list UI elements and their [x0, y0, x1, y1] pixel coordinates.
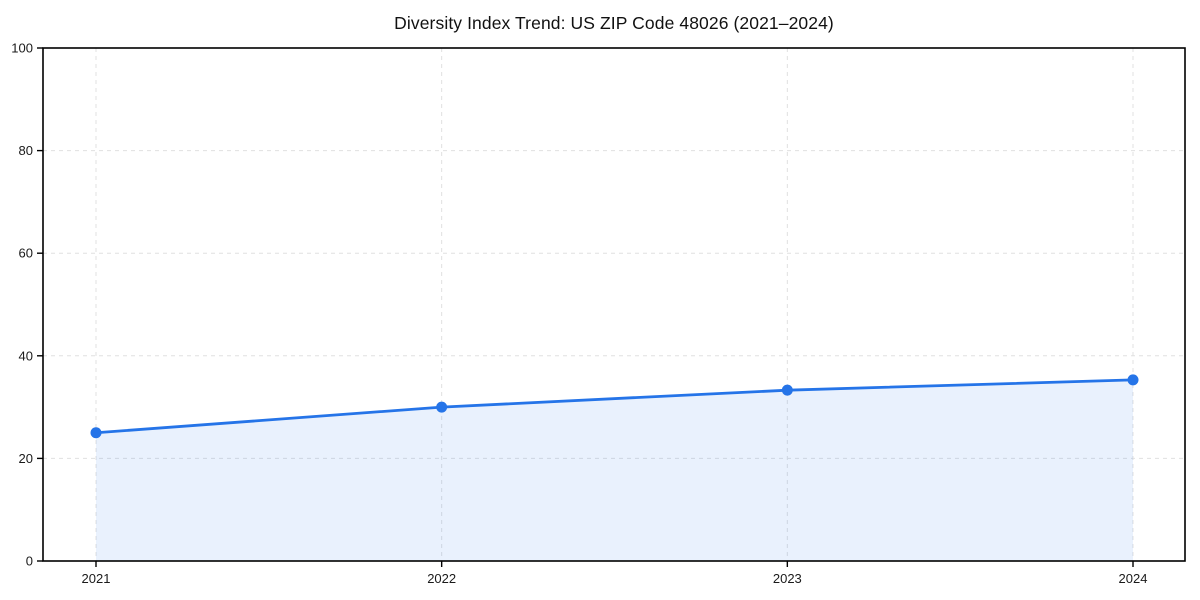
x-tick-label: 2021: [82, 571, 111, 586]
tick-labels: 2021 2022 2023 2024 0 20 40 60 80 100: [11, 41, 1147, 587]
y-tick-label: 20: [19, 451, 33, 466]
y-tick-label: 100: [11, 41, 33, 56]
x-tick-label: 2024: [1119, 571, 1148, 586]
tick-marks: [37, 47, 1134, 567]
plot-border: [42, 47, 1186, 562]
chart-title: Diversity Index Trend: US ZIP Code 48026…: [394, 13, 834, 33]
data-point: [781, 384, 793, 396]
y-tick-label: 60: [19, 246, 33, 261]
x-tick-label: 2023: [773, 571, 802, 586]
y-tick-label: 80: [19, 143, 33, 158]
x-tick-label: 2022: [427, 571, 456, 586]
data-point: [1127, 374, 1139, 386]
y-tick-label: 40: [19, 348, 33, 363]
data-point: [436, 401, 448, 413]
data-point: [90, 427, 102, 439]
grid-lines: [43, 48, 1185, 561]
y-tick-label: 0: [26, 554, 33, 569]
trend-line: [94, 378, 1135, 435]
data-points: [90, 374, 1139, 439]
area-fill: [96, 379, 1133, 561]
